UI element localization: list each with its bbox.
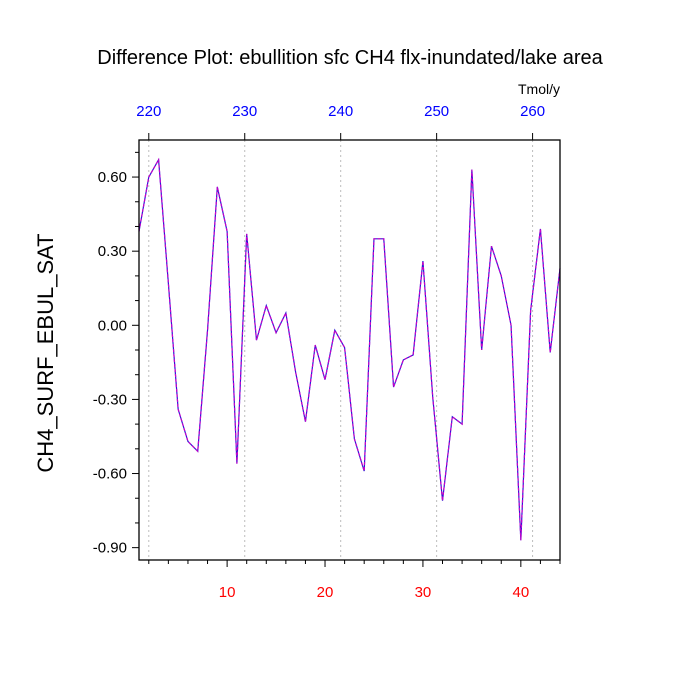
y-tick-label-3: -0.30 xyxy=(93,391,127,408)
top-axis-unit: Tmol/y xyxy=(518,81,560,97)
y-tick-label-2: 0.00 xyxy=(98,317,127,334)
top-tick-label-220: 220 xyxy=(136,103,161,120)
y-tick-label-5: -0.90 xyxy=(93,540,127,557)
top-tick-label-260: 260 xyxy=(520,103,545,120)
top-tick-label-250: 250 xyxy=(424,103,449,120)
y-tick-label-1: 0.30 xyxy=(98,243,127,260)
top-tick-label-240: 240 xyxy=(328,103,353,120)
bottom-tick-label-40: 40 xyxy=(512,584,529,601)
y-tick-label-0: 0.60 xyxy=(98,169,127,186)
grid-layer xyxy=(148,140,534,560)
top-tick-label-230: 230 xyxy=(232,103,257,120)
series-layer xyxy=(138,157,561,541)
bottom-tick-label-30: 30 xyxy=(415,584,432,601)
y-tick-label-4: -0.60 xyxy=(93,466,127,483)
bottom-tick-label-10: 10 xyxy=(219,584,236,601)
series-line-0-base xyxy=(138,157,561,541)
labels-layer: 0.60 0.30 0.00 -0.30 -0.60 -0.90 10 20 30 40 220 23… xyxy=(93,103,545,601)
ticks-layer xyxy=(132,133,561,567)
y-axis-label: CH4_SURF_EBUL_SAT xyxy=(33,233,58,472)
bottom-tick-label-20: 20 xyxy=(317,584,334,601)
chart-title: Difference Plot: ebullition sfc CH4 flx-… xyxy=(97,47,603,69)
